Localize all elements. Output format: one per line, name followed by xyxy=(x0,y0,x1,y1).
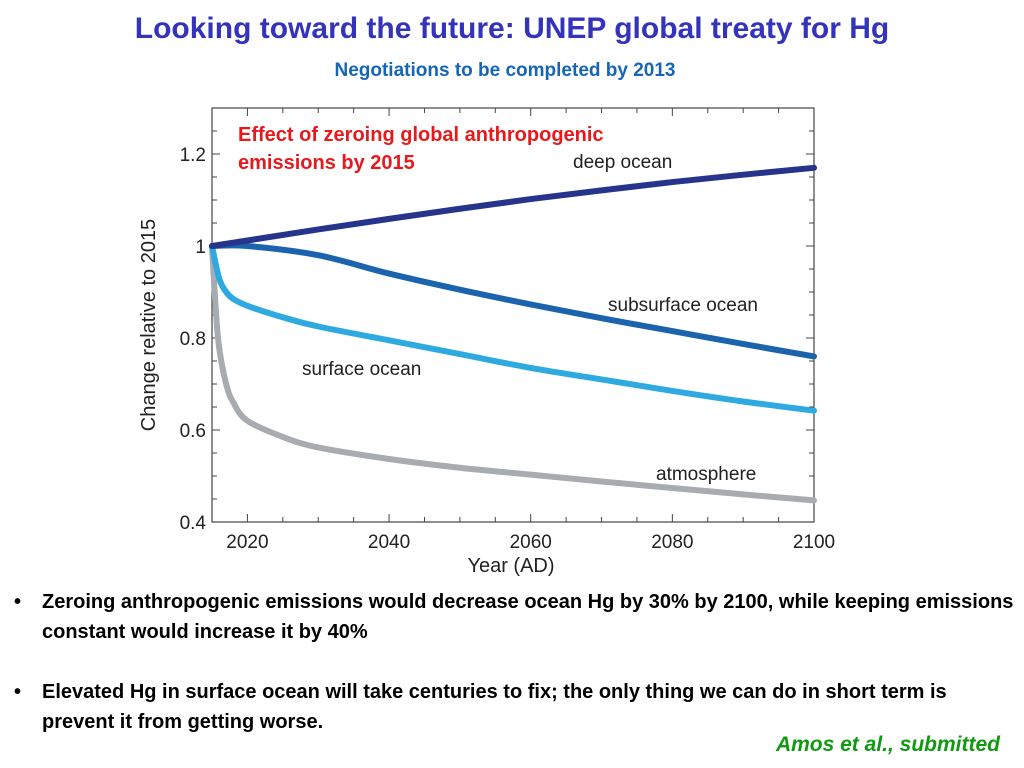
x-tick-label: 2020 xyxy=(226,532,268,553)
chart-annotation: emissions by 2015 xyxy=(238,152,415,174)
series-line-atmosphere xyxy=(209,243,817,504)
y-axis-label: Change relative to 2015 xyxy=(138,219,160,431)
citation-credit: Amos et al., submitted xyxy=(775,733,1000,756)
series-line-subsurface-ocean xyxy=(209,242,817,360)
series-label: subsurface ocean xyxy=(608,295,758,316)
bullet-marker: • xyxy=(14,591,22,613)
y-tick-label: 0.6 xyxy=(180,421,206,442)
x-tick-label: 2040 xyxy=(368,532,410,553)
series-label: deep ocean xyxy=(573,152,672,173)
bullet-marker: • xyxy=(14,681,22,703)
series-line-surface-ocean xyxy=(209,243,817,414)
series-label: surface ocean xyxy=(302,359,421,380)
y-tick-label: 1.2 xyxy=(180,145,206,166)
chart-annotation: Effect of zeroing global anthropogenic xyxy=(238,124,604,146)
y-tick-label: 0.8 xyxy=(180,329,206,350)
x-tick-label: 2100 xyxy=(793,532,835,553)
x-axis-label: Year (AD) xyxy=(467,555,554,577)
series-label: atmosphere xyxy=(656,464,756,485)
hg-projection-chart: 2020 2040 2060 2080 2100 0.4 0.6 0.8 1 1.2 Year (A… xyxy=(138,107,835,577)
slide-title: Looking toward the future: UNEP global t… xyxy=(134,12,890,45)
bullet-list: • Zeroing anthropogenic emissions would … xyxy=(14,587,1014,767)
bullet-item: • Elevated Hg in surface ocean will take… xyxy=(14,677,1014,737)
series-line-deep-ocean xyxy=(209,164,817,249)
slide-subtitle: Negotiations to be completed by 2013 xyxy=(334,60,676,81)
bullet-item: • Zeroing anthropogenic emissions would … xyxy=(14,587,1014,647)
y-tick-label: 0.4 xyxy=(180,513,207,534)
y-tick-label: 1 xyxy=(195,237,206,258)
bullet-text: Zeroing anthropogenic emissions would de… xyxy=(42,591,1014,643)
x-tick-label: 2060 xyxy=(510,532,552,553)
x-tick-label: 2080 xyxy=(651,532,693,553)
bullet-text: Elevated Hg in surface ocean will take c… xyxy=(42,681,947,733)
